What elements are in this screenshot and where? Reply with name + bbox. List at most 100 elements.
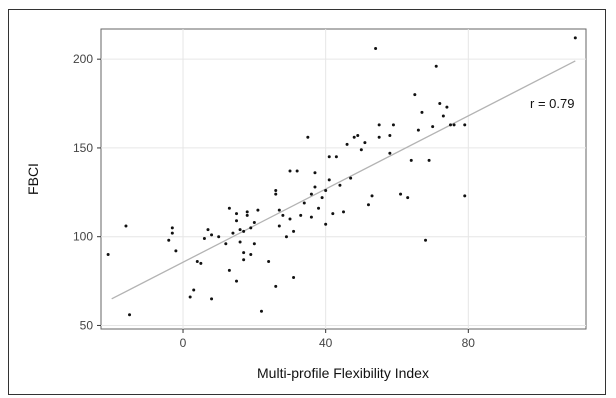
- scatter-point: [374, 47, 378, 51]
- scatter-point: [399, 192, 403, 196]
- scatter-point: [356, 134, 360, 138]
- scatter-point: [431, 125, 435, 129]
- scatter-point: [288, 217, 292, 221]
- scatter-point: [281, 213, 285, 217]
- scatter-point: [167, 238, 171, 242]
- scatter-point: [284, 235, 288, 239]
- scatter-point: [238, 240, 242, 244]
- scatter-point: [195, 260, 199, 264]
- scatter-point: [331, 212, 335, 216]
- scatter-point: [313, 171, 317, 175]
- scatter-point: [345, 142, 349, 146]
- scatter-point: [424, 238, 428, 242]
- scatter-point: [227, 268, 231, 272]
- scatter-point: [206, 228, 210, 232]
- scatter-point: [327, 178, 331, 182]
- scatter-point: [413, 93, 417, 97]
- scatter-point: [106, 252, 110, 256]
- scatter-point: [438, 102, 442, 106]
- scatter-point: [235, 219, 239, 223]
- scatter-point: [324, 189, 328, 193]
- scatter-point: [192, 288, 196, 292]
- scatter-point: [359, 148, 363, 152]
- scatter-point: [434, 64, 438, 68]
- scatter-point: [235, 279, 239, 283]
- scatter-point: [274, 284, 278, 288]
- scatter-point: [448, 123, 452, 127]
- y-tick-label: 50: [80, 318, 94, 332]
- scatter-point: [416, 128, 420, 132]
- scatter-point: [174, 249, 178, 253]
- scatter-point: [288, 169, 292, 173]
- scatter-point: [327, 155, 331, 159]
- scatter-point: [309, 192, 313, 196]
- scatter-point: [242, 258, 246, 262]
- scatter-point: [277, 208, 281, 212]
- scatter-point: [202, 236, 206, 240]
- regression-line: [111, 60, 576, 300]
- scatter-point: [252, 220, 256, 224]
- y-tick-label: 200: [73, 52, 93, 66]
- scatter-point: [128, 313, 132, 317]
- scatter-point: [199, 261, 203, 265]
- scatter-point: [334, 155, 338, 159]
- scatter-point: [274, 192, 278, 196]
- scatter-point: [302, 201, 306, 205]
- scatter-point: [309, 215, 313, 219]
- fit-line-layer: [111, 60, 576, 300]
- scatter-point: [252, 242, 256, 246]
- scatter-point: [188, 295, 192, 299]
- scatter-point: [249, 252, 253, 256]
- scatter-point: [452, 123, 456, 127]
- scatter-point: [231, 231, 235, 235]
- scatter-point: [245, 213, 249, 217]
- scatter-point: [427, 158, 431, 162]
- scatter-point: [210, 297, 214, 301]
- grid: [101, 29, 586, 329]
- scatter-point: [210, 233, 214, 237]
- scatter-point: [420, 110, 424, 114]
- scatter-point: [224, 242, 228, 246]
- scatter-point: [445, 105, 449, 109]
- scatter-point: [274, 189, 278, 193]
- scatter-point: [352, 135, 356, 139]
- scatter-point: [391, 123, 395, 127]
- scatter-point: [463, 194, 467, 198]
- y-axis-title: FBCI: [25, 163, 41, 195]
- scatter-point: [406, 196, 410, 200]
- scatter-point: [388, 151, 392, 155]
- correlation-annotation: r = 0.79: [530, 96, 574, 111]
- scatter-point: [235, 212, 239, 216]
- scatter-point: [409, 158, 413, 162]
- y-tick-label: 100: [73, 230, 93, 244]
- scatter-point: [388, 134, 392, 138]
- y-tick-label: 150: [73, 141, 93, 155]
- scatter-point: [217, 235, 221, 239]
- scatter-point: [324, 222, 328, 226]
- scatter-point: [463, 123, 467, 127]
- scatter-point: [377, 135, 381, 139]
- scatter-point: [249, 226, 253, 230]
- scatter-point: [292, 229, 296, 233]
- scatter-point: [227, 206, 231, 210]
- x-tick-label: 80: [462, 336, 476, 350]
- scatter-point: [313, 185, 317, 189]
- scatter-point: [242, 229, 246, 233]
- scatter-point: [242, 251, 246, 255]
- x-tick-label: 0: [180, 336, 187, 350]
- y-axis: 50 100 150 200: [73, 52, 101, 332]
- scatter-point: [363, 141, 367, 145]
- x-axis: 0 40 80: [180, 329, 476, 350]
- scatter-point: [267, 260, 271, 264]
- scatter-point: [292, 276, 296, 280]
- scatter-point: [441, 114, 445, 118]
- scatter-point: [377, 123, 381, 127]
- points: [106, 36, 577, 317]
- scatter-point: [366, 203, 370, 207]
- scatter-point: [238, 228, 242, 232]
- scatter-point: [170, 231, 174, 235]
- scatter-point: [573, 36, 577, 40]
- scatter-point: [338, 183, 342, 187]
- plot-panel: [100, 28, 587, 330]
